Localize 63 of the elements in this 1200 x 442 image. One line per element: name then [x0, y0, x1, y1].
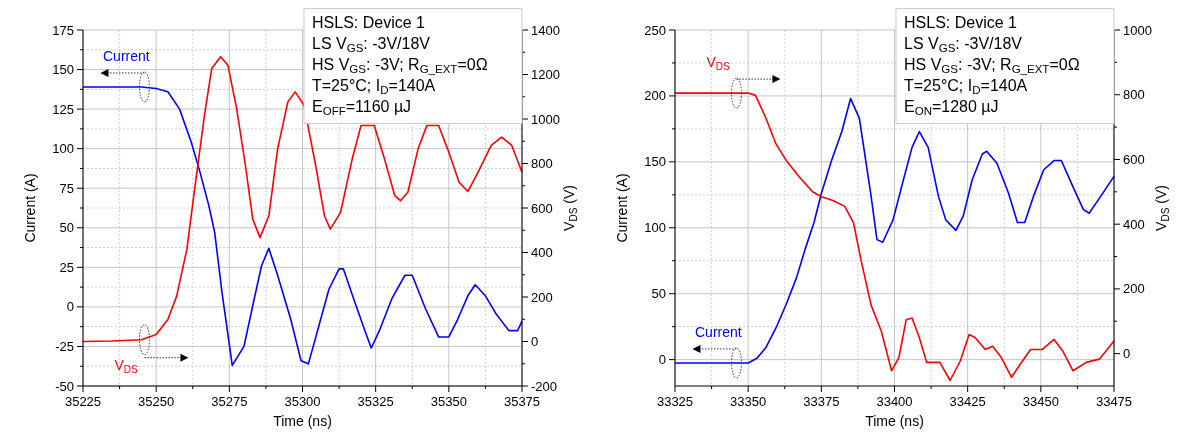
annotation: LS V$_{GS}$: -3V/18V — [904, 35, 1023, 54]
annotation: HSLS: Device 1 — [312, 14, 426, 31]
x-tick-label: 33450 — [1022, 394, 1059, 409]
y2-tick-label: 0 — [1123, 346, 1131, 362]
annotation: E$_{OFF}$=1160 µJ — [312, 98, 412, 117]
x-tick-label: 35325 — [357, 394, 394, 409]
y-tick-label: 0 — [66, 299, 74, 315]
x-tick-label: 35300 — [284, 394, 321, 409]
x-tick-label: 33325 — [656, 394, 694, 409]
y2-tick-label: 600 — [1123, 152, 1145, 167]
y-tick-label: 150 — [644, 154, 666, 170]
y2-tick-label: 800 — [1123, 87, 1145, 103]
x-tick-label: 35350 — [430, 394, 467, 409]
y2-tick-label: 400 — [1123, 216, 1145, 232]
x-tick-label: 35275 — [211, 394, 248, 409]
y-tick-label: 250 — [644, 22, 666, 38]
x-axis-title: Time (ns) — [865, 413, 924, 429]
annotation: HS V$_{GS}$: -3V; R$_{G_EXT}$=0Ω — [904, 56, 1080, 75]
y2-tick-label: 600 — [531, 200, 553, 216]
y-tick-label: 100 — [644, 220, 666, 236]
x-axis-title: Time (ns) — [273, 413, 332, 429]
y-tick-label: 175 — [52, 22, 74, 38]
x-tick-label: 35375 — [503, 394, 541, 409]
y-tick-label: 150 — [52, 62, 74, 78]
y-tick-label: 125 — [52, 101, 74, 117]
y2-tick-label: 400 — [531, 245, 553, 261]
series-label: V$_{DS}$ — [706, 54, 731, 72]
annotation: HSLS: Device 1 — [904, 14, 1018, 31]
x-tick-label: 33475 — [1095, 394, 1133, 409]
annotation: LS V$_{GS}$: -3V/18V — [312, 35, 431, 54]
y-tick-label: 75 — [59, 180, 74, 196]
y-tick-label: 200 — [644, 88, 666, 104]
annotation: T=25°C; I$_{D}$=140A — [904, 77, 1028, 96]
series-label: Current — [103, 47, 150, 64]
x-tick-label: 35250 — [138, 394, 175, 409]
y-tick-label: -25 — [55, 338, 74, 354]
x-tick-label: 33425 — [949, 394, 986, 409]
y2-tick-label: 200 — [1123, 281, 1145, 297]
series-label: Current — [695, 323, 742, 340]
y-tick-label: 50 — [59, 220, 74, 236]
x-tick-label: 33375 — [803, 394, 840, 409]
series-label: V$_{DS}$ — [114, 356, 139, 375]
y-tick-label: 25 — [59, 259, 74, 275]
y-axis-title: Current (A) — [614, 173, 630, 243]
x-tick-label: 35225 — [64, 394, 102, 409]
y2-tick-label: 1200 — [531, 67, 560, 83]
y2-tick-label: 800 — [531, 156, 553, 172]
y-tick-label: 100 — [52, 141, 74, 157]
annotation: E$_{ON}$=1280 µJ — [904, 98, 999, 117]
y-tick-label: 50 — [651, 286, 666, 302]
y2-tick-label: -200 — [531, 378, 558, 394]
y-tick-label: 0 — [658, 352, 666, 368]
y-axis-title: Current (A) — [22, 173, 38, 243]
annotation: T=25°C; I$_{D}$=140A — [312, 77, 436, 96]
y2-tick-label: 0 — [531, 334, 539, 350]
y2-tick-label: 200 — [531, 289, 553, 305]
y-tick-label: -50 — [55, 378, 74, 394]
annotation: HS V$_{GS}$: -3V; R$_{G_EXT}$=0Ω — [312, 56, 488, 75]
x-tick-label: 33350 — [730, 394, 767, 409]
y2-tick-label: 1000 — [531, 111, 560, 127]
y2-tick-label: 1000 — [1123, 22, 1152, 38]
y2-tick-label: 1400 — [531, 22, 560, 38]
x-tick-label: 33400 — [876, 394, 913, 409]
